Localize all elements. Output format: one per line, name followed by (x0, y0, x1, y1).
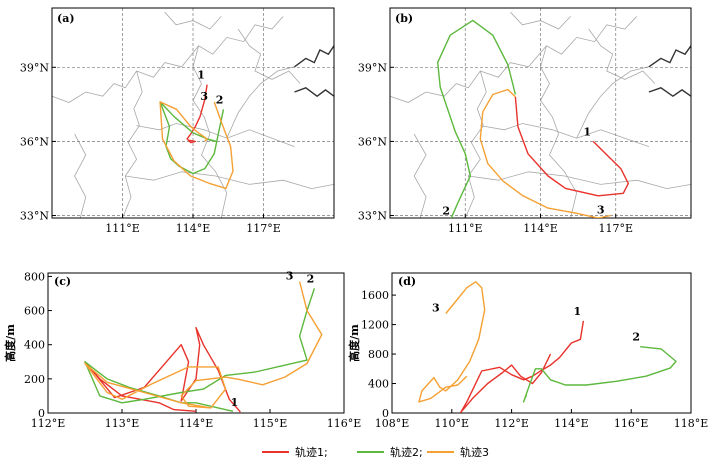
y-tick-label: 1600 (361, 289, 389, 302)
trajectory-label-2: 2 (216, 93, 224, 106)
x-tick-label: 110°E (435, 417, 470, 430)
x-tick-label: 113°E (105, 417, 140, 430)
y-tick-label: 36°N (358, 135, 387, 148)
y-tick-label: 33°N (358, 210, 387, 223)
coastline (294, 45, 334, 68)
series-layer (84, 281, 323, 413)
trajectory-label-1: 1 (574, 305, 582, 318)
y-tick-label: 800 (24, 270, 45, 283)
trajectory-line-3 (84, 281, 323, 409)
series-layer (418, 281, 677, 413)
legend-label-3: 轨迹3 (460, 445, 489, 459)
panel-tag: (a) (57, 12, 75, 25)
trajectory-line-2 (437, 19, 517, 218)
panel-tag: (b) (395, 12, 413, 25)
legend: 轨迹1; 轨迹2; 轨迹3 (262, 445, 489, 459)
y-tick-label: 200 (24, 373, 45, 386)
x-tick-label: 114°E (554, 417, 589, 430)
coastline (294, 87, 334, 98)
coastline (648, 45, 691, 68)
x-tick-label: 112°E (31, 417, 66, 430)
coastline (648, 87, 691, 98)
panel-b: 111°E 114°E 117°E 33°N 36°N 39°N 1 2 3 (b) (358, 7, 692, 235)
province-border (480, 123, 650, 147)
panel-d: 108°E 110°E 112°E 114°E 116°E 118°E 0 400 800 120… (347, 272, 709, 430)
trajectory-line-1 (514, 96, 629, 197)
province-border (52, 16, 284, 103)
y-tick-label: 800 (368, 348, 389, 361)
x-tick-label: 116°E (614, 417, 649, 430)
trajectory-label-1: 1 (231, 396, 239, 409)
x-tick-label: 114°E (176, 222, 211, 235)
y-tick-label: 400 (368, 378, 389, 391)
y-axis-label: 高度/m (347, 324, 361, 362)
x-tick-label: 117°E (598, 222, 633, 235)
trajectory-label-3: 3 (432, 302, 440, 315)
province-border (226, 66, 295, 139)
y-tick-label: 33°N (20, 210, 49, 223)
province-border (74, 133, 87, 218)
province-border (468, 171, 691, 190)
trajectory-label-1: 1 (197, 69, 205, 82)
trajectory-label-3: 3 (200, 90, 208, 103)
y-axis-label: 高度/m (3, 324, 17, 362)
trajectory-label-3: 3 (286, 270, 294, 283)
x-tick-label: 108°E (375, 417, 410, 430)
x-tick-label: 118°E (674, 417, 709, 430)
trajectory-line-3 (479, 88, 611, 218)
province-border (122, 70, 143, 218)
y-tick-label: 400 (24, 339, 45, 352)
panel-a: 111°E 114°E 117°E 33°N 36°N 39°N 123 (a) (20, 7, 335, 235)
y-tick-label: 0 (382, 407, 389, 420)
x-tick-label: 115°E (253, 417, 288, 430)
axis-frame (391, 272, 692, 414)
legend-label-2: 轨迹2; (390, 445, 423, 459)
province-border (413, 133, 427, 218)
trajectory-line-3 (418, 281, 486, 403)
trajectory-label-3: 3 (597, 204, 605, 217)
plot-area (392, 273, 691, 413)
x-tick-label: 112°E (494, 417, 529, 430)
x-tick-label: 111°E (448, 222, 483, 235)
trajectory-line-1 (84, 326, 241, 413)
x-tick-label: 117°E (246, 222, 281, 235)
legend-label-1: 轨迹1; (295, 445, 328, 459)
y-tick-label: 36°N (20, 135, 49, 148)
x-tick-label: 116°E (327, 417, 362, 430)
x-tick-label: 111°E (105, 222, 140, 235)
province-border (192, 45, 228, 218)
trajectory-label-1: 1 (583, 125, 591, 138)
panel-tag: (d) (398, 275, 416, 288)
map-borders (390, 11, 691, 218)
province-border (576, 66, 649, 139)
province-border (540, 45, 578, 218)
province-border (588, 28, 656, 84)
y-tick-label: 1200 (361, 319, 389, 332)
y-tick-label: 39°N (20, 61, 49, 74)
y-tick-label: 0 (38, 407, 45, 420)
trajectory-label-2: 2 (632, 331, 640, 344)
trajectory-line-2 (522, 346, 677, 403)
panel-tag: (c) (54, 275, 71, 288)
y-tick-label: 39°N (358, 61, 387, 74)
province-border (464, 70, 487, 218)
trajectory-line-1 (186, 84, 208, 144)
y-tick-label: 600 (24, 305, 45, 318)
province-border (237, 28, 301, 84)
series-layer (437, 19, 629, 218)
x-tick-label: 114°E (523, 222, 558, 235)
series-layer (159, 84, 234, 190)
panel-c: 112°E 113°E 114°E 115°E 116°E 0 200 400 600 800 高度… (3, 270, 361, 430)
trajectory-line-1 (460, 320, 585, 413)
province-border (125, 171, 334, 190)
trajectory-label-2: 2 (442, 204, 450, 217)
province-border (390, 16, 638, 103)
plot-area (48, 273, 344, 413)
trajectory-label-2: 2 (307, 272, 315, 285)
trajectory-line-3 (159, 101, 234, 190)
x-tick-label: 114°E (179, 417, 214, 430)
map-borders (52, 11, 334, 218)
